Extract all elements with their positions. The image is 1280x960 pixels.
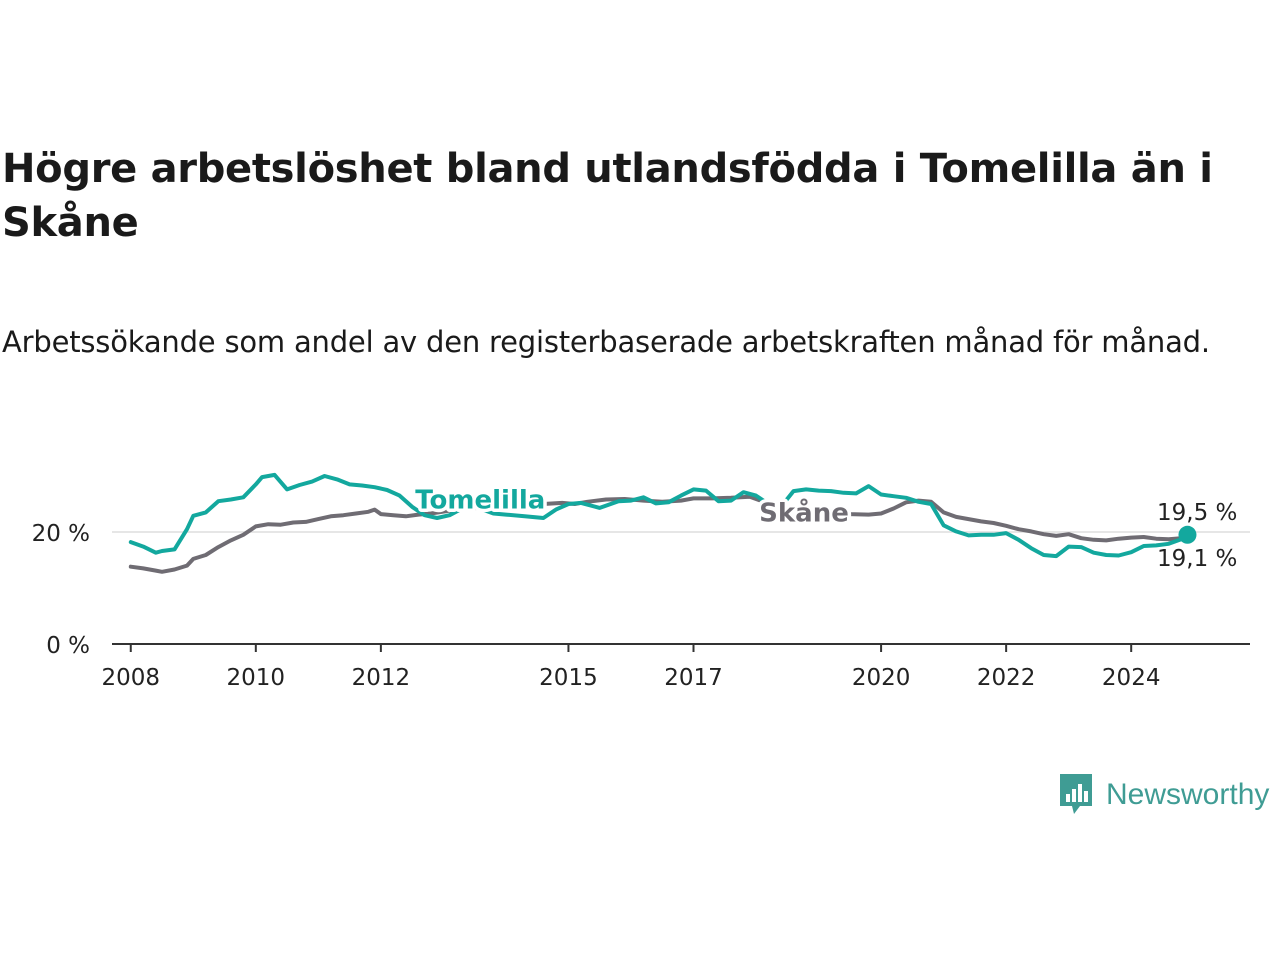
chart-subtitle: Arbetssökande som andel av den registerb…: [2, 325, 1210, 359]
brand-logo[interactable]: Newsworthy: [1058, 772, 1269, 818]
x-tick-label: 2020: [852, 665, 911, 691]
y-tick-label: 0 %: [46, 633, 90, 659]
series-label-skane: Skåne: [759, 496, 849, 528]
y-tick-label: 20 %: [32, 521, 90, 547]
end-label-tomelilla: 19,5 %: [1157, 500, 1237, 526]
x-tick-label: 2024: [1102, 665, 1161, 691]
newsworthy-logo-icon: [1060, 774, 1092, 814]
series-label-tomelilla: Tomelilla: [415, 485, 545, 515]
series-line-skane: [128, 494, 1190, 574]
chart-title: Högre arbetslöshet bland utlandsfödda i …: [2, 146, 1213, 246]
brand-name: Newsworthy: [1106, 778, 1270, 811]
x-tick-label: 2010: [227, 665, 286, 691]
end-label-skane: 19,1 %: [1157, 546, 1237, 572]
endpoint-tomelilla: [1178, 525, 1197, 544]
x-tick-label: 2022: [977, 665, 1036, 691]
x-tick-label: 2017: [664, 665, 723, 691]
x-tick-label: 2008: [101, 665, 160, 691]
series-line-tomelilla: [128, 472, 1190, 559]
x-tick-label: 2015: [539, 665, 598, 691]
x-tick-label: 2012: [352, 665, 411, 691]
